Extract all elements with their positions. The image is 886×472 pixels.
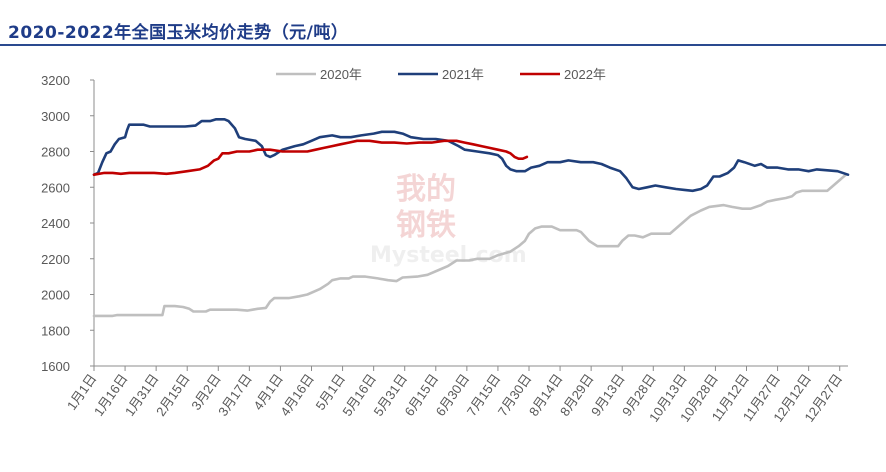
y-tick-label: 3200 [41, 73, 70, 88]
y-tick-label: 2800 [41, 145, 70, 160]
y-axis: 1600 1800 2000 2200 2400 2600 2800 3000 3200 [41, 73, 95, 374]
watermark-line3: Mysteel.com [370, 243, 527, 268]
legend-label-1: 2020年 [320, 67, 362, 82]
y-tick-label: 1600 [41, 359, 70, 374]
watermark-line1: 我的 [396, 172, 456, 207]
y-tick-label: 3000 [41, 109, 70, 124]
series-line-2 [92, 118, 850, 193]
y-tick-label: 2600 [41, 180, 70, 195]
watermark: 我的 钢铁 Mysteel.com [370, 172, 527, 268]
chart-title: 2020-2022年全国玉米均价走势（元/吨） [8, 23, 349, 43]
series-line-3 [92, 139, 529, 176]
watermark-line2: 钢铁 [396, 208, 456, 243]
series-line-1 [92, 173, 848, 318]
y-tick-label: 1800 [41, 323, 70, 338]
title-underline [0, 44, 886, 46]
y-tick-label: 2400 [41, 216, 70, 231]
legend-label-2: 2021年 [442, 67, 484, 82]
y-tick-label: 2200 [41, 252, 70, 267]
legend: 2020年 2021年 2022年 [276, 67, 606, 82]
y-tick-label: 2000 [41, 288, 70, 303]
x-axis: 1月1日1月16日1月31日2月15日3月2日3月17日4月1日4月16日5月1… [64, 365, 848, 425]
series-group [92, 118, 850, 318]
legend-label-3: 2022年 [564, 67, 606, 82]
